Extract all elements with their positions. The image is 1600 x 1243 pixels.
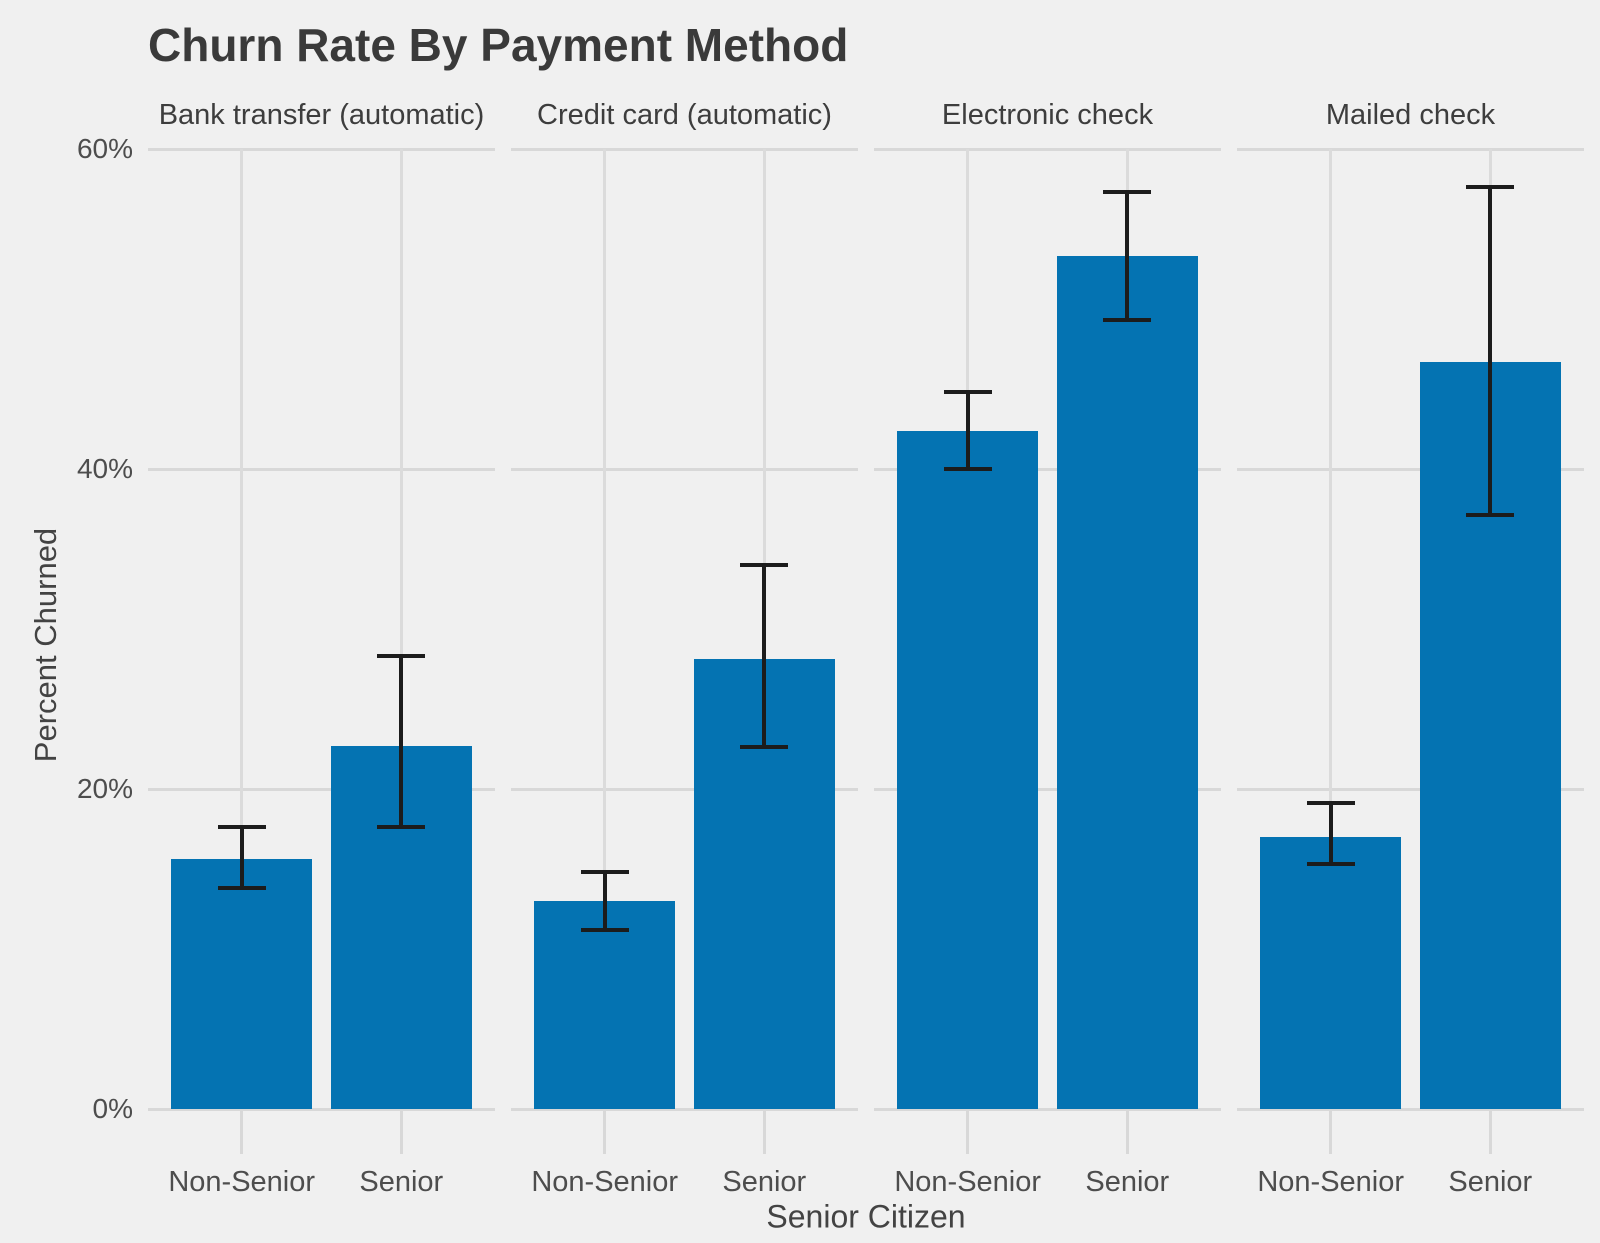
- error-bar: [399, 656, 404, 828]
- error-cap-bottom: [1466, 513, 1515, 518]
- y-tick-label: 20%: [76, 773, 133, 804]
- x-tick-label: Non-Senior: [1257, 1166, 1405, 1198]
- error-cap-top: [580, 870, 629, 875]
- gridline-h: [1237, 467, 1584, 471]
- x-tick-label: Non-Senior: [531, 1166, 679, 1198]
- gridline-h: [1237, 147, 1584, 151]
- facet-title: Bank transfer (automatic): [158, 99, 485, 131]
- gridline-h: [1237, 787, 1584, 791]
- error-cap-top: [1306, 801, 1355, 806]
- x-tick-label: Non-Senior: [894, 1166, 1042, 1198]
- gridline-v: [240, 149, 244, 1109]
- gridline-h: [874, 147, 1221, 151]
- gridline-v: [1329, 149, 1333, 1109]
- bar: [897, 430, 1039, 1109]
- facet-panel: Credit card (automatic) Non-Senior Senior: [511, 99, 858, 1198]
- x-tick: [762, 1109, 766, 1154]
- x-tick: [603, 1109, 607, 1154]
- error-bar: [1488, 187, 1493, 516]
- bar: [534, 901, 676, 1109]
- facet-panel: Bank transfer (automatic) Non-Senior Senio…: [148, 99, 495, 1198]
- gridline-h: [874, 467, 1221, 471]
- facet-panel: Electronic check Non-Senior Senior: [874, 99, 1221, 1198]
- error-bar: [239, 827, 244, 889]
- gridline-h: [511, 787, 858, 791]
- x-tick-label: Non-Senior: [168, 1166, 316, 1198]
- bar: [1260, 837, 1402, 1109]
- x-tick: [240, 1109, 244, 1154]
- gridline-h: [148, 147, 495, 151]
- error-cap-top: [740, 563, 789, 567]
- gridline-h: [148, 787, 495, 791]
- bar: [1056, 256, 1198, 1109]
- x-tick: [399, 1109, 403, 1154]
- gridline-h: [148, 1107, 495, 1111]
- facet-title: Electronic check: [941, 99, 1154, 131]
- x-tick-label: Senior: [722, 1166, 807, 1198]
- y-axis-label: Percent Churned: [28, 527, 63, 763]
- facet-title: Mailed check: [1325, 99, 1496, 131]
- error-cap-bottom: [217, 886, 266, 891]
- x-tick-label: Senior: [1085, 1166, 1170, 1198]
- error-cap-bottom: [1103, 318, 1152, 323]
- error-cap-top: [217, 825, 266, 830]
- x-tick-label: Senior: [1448, 1166, 1533, 1198]
- error-bar: [762, 565, 767, 748]
- facet-panels: Bank transfer (automatic) Non-Senior Senio…: [148, 99, 1584, 1198]
- error-bar: [1125, 192, 1130, 321]
- error-cap-bottom: [740, 745, 789, 750]
- error-cap-bottom: [377, 825, 426, 830]
- x-tick: [1125, 1109, 1129, 1154]
- error-cap-top: [1103, 190, 1152, 195]
- gridline-h: [874, 1107, 1221, 1111]
- error-cap-top: [377, 654, 426, 659]
- error-cap-bottom: [943, 467, 992, 471]
- error-bar: [1328, 803, 1333, 865]
- gridline-v: [603, 149, 607, 1109]
- y-tick-label: 0%: [92, 1093, 133, 1124]
- gridline-h: [511, 1107, 858, 1111]
- error-cap-top: [943, 390, 992, 395]
- error-cap-bottom: [580, 927, 629, 932]
- gridline-h: [511, 147, 858, 151]
- gridline-h: [511, 467, 858, 471]
- error-cap-bottom: [1306, 862, 1355, 867]
- x-tick: [1488, 1109, 1492, 1154]
- error-cap-top: [1466, 185, 1515, 190]
- bar: [171, 859, 313, 1109]
- facet-title: Credit card (automatic): [537, 99, 832, 131]
- x-tick: [966, 1109, 970, 1154]
- gridline-v: [399, 149, 403, 1109]
- gridline-h: [1237, 1107, 1584, 1111]
- x-tick: [1329, 1109, 1333, 1154]
- error-bar: [602, 872, 607, 930]
- gridline-h: [148, 467, 495, 471]
- chart-title: Churn Rate By Payment Method: [148, 19, 849, 71]
- gridline-h: [874, 787, 1221, 791]
- y-tick-label: 40%: [76, 453, 133, 484]
- y-tick-label: 60%: [76, 133, 133, 164]
- x-tick-label: Senior: [359, 1166, 444, 1198]
- error-bar: [965, 392, 970, 469]
- facet-panel: Mailed check Non-Senior Senior: [1237, 99, 1584, 1198]
- x-axis-label: Senior Citizen: [766, 1198, 966, 1235]
